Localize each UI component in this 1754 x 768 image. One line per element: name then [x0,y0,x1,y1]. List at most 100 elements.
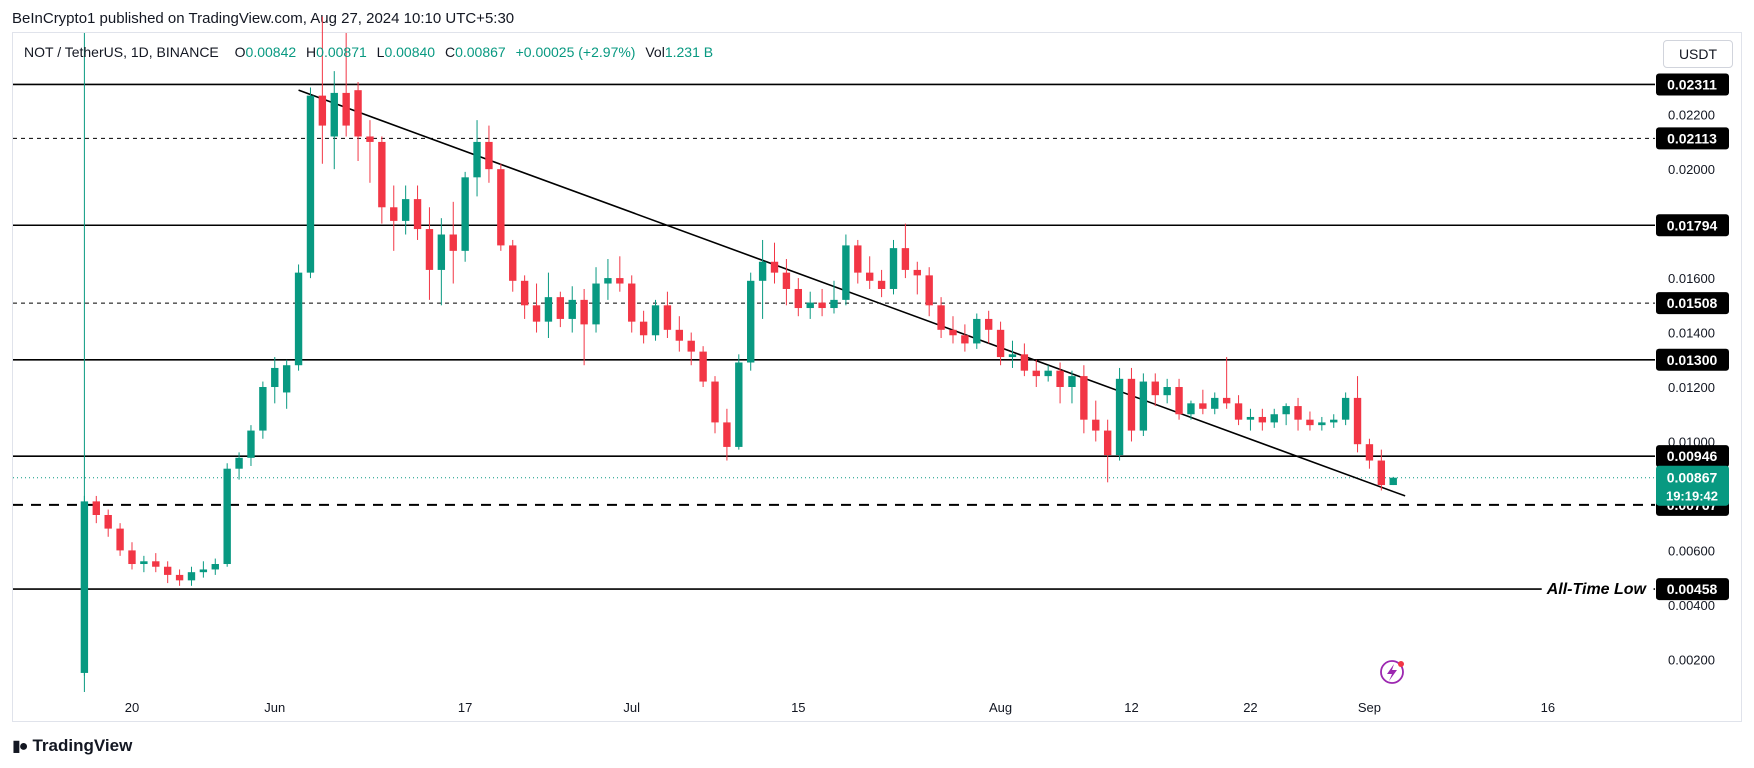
candle-body [199,569,208,573]
time-tick-label: 20 [125,700,139,715]
candle-body [1068,376,1076,388]
candle-body [1020,354,1029,371]
level-badge-label: 0.02113 [1667,130,1717,146]
candle-body [461,177,469,251]
candle-body [366,136,374,142]
candle [520,275,529,319]
level-badge-bg [1656,127,1729,150]
level-badge-bg [1656,73,1729,96]
candle [1258,408,1267,431]
candle [247,425,255,466]
candles-group [80,16,1397,676]
bar-countdown: 19:19:42 [1666,489,1718,504]
candle-body [223,468,231,565]
candle-body [1103,430,1112,456]
symbol-name[interactable]: NOT / TetherUS, 1D, BINANCE [24,44,219,60]
candle-body [342,92,350,126]
lightning-icon[interactable] [1380,660,1404,684]
candle-body [1008,354,1017,358]
candle-body [628,283,636,322]
candle-body [163,566,172,575]
candle [1163,378,1171,404]
candle [461,171,469,262]
candle-body [1318,422,1326,426]
candle [628,275,636,333]
candle [437,218,446,306]
candle [1103,419,1112,483]
candle [663,291,672,338]
candle [949,316,957,344]
tradingview-logo[interactable]: ▮● TradingView [12,736,132,756]
candle-body [1115,378,1124,456]
time-tick-label: Sep [1358,700,1381,715]
price-tick-label: 0.00400 [1668,598,1715,613]
candle [199,561,208,578]
candle-body [247,430,255,458]
candle [1187,400,1195,420]
candle-body [604,278,612,284]
candle-body [1151,381,1159,396]
candle-body [520,280,529,306]
candle [937,297,945,338]
candle-body [616,278,624,284]
time-tick-label: Jul [623,700,640,715]
candle-body [1056,370,1064,388]
candle [806,291,814,319]
candle-body [1294,406,1302,420]
candle-body [735,362,743,447]
candle-body [758,261,767,281]
price-tick-label: 0.01400 [1668,326,1715,341]
candle [877,269,886,298]
candle-body [782,272,791,289]
candle-body [425,229,434,270]
candle-body [152,561,160,567]
candle-body [996,329,1005,358]
candle [818,288,826,317]
candle-body [925,275,933,306]
candle [794,278,802,317]
candle-body [1044,370,1052,377]
candle [770,242,779,284]
candle-body [842,245,850,300]
candle [842,234,850,306]
candle [544,272,553,338]
candle [390,185,398,251]
candle-body [1330,419,1338,423]
level-badge-0.02311: 0.02311 [1656,73,1729,96]
candle-body [973,318,981,344]
time-tick-label: 17 [458,700,472,715]
candle [1056,362,1064,404]
candle-body [1092,419,1100,431]
low-label: L [376,44,385,60]
candle-body [449,234,457,251]
level-badges: 0.02311 0.02113 0.01794 0.01508 0.01300 0.009… [1541,73,1729,601]
candle [1211,392,1219,415]
candle [342,33,350,137]
level-badge-label: 0.00458 [1667,581,1718,597]
candle [1115,367,1124,461]
candle-body [80,501,89,673]
candle-body [294,272,303,366]
level-badge-0.01300: 0.01300 [1656,348,1729,371]
candle [568,286,576,333]
high-value: 0.00871 [316,44,367,60]
candle-body [1187,403,1195,415]
volume-value: 1.231 B [664,44,714,60]
currency-button[interactable]: USDT [1663,40,1733,68]
tradingview-logo-icon: ▮● [12,738,29,755]
time-tick-label: 15 [791,700,805,715]
price-axis: 0.024000.022000.020000.016000.014000.012… [1668,53,1715,667]
candle [509,239,517,292]
candle [1092,400,1100,442]
candle-body [1306,419,1314,426]
time-tick-label: 22 [1243,700,1257,715]
candle-body [92,501,100,515]
candle-body [651,305,660,336]
candle [961,324,969,352]
candle [1377,449,1386,491]
price-tick-label: 0.01600 [1668,271,1715,286]
candle [1270,408,1278,428]
candle-body [187,572,196,581]
candle-body [747,280,755,363]
